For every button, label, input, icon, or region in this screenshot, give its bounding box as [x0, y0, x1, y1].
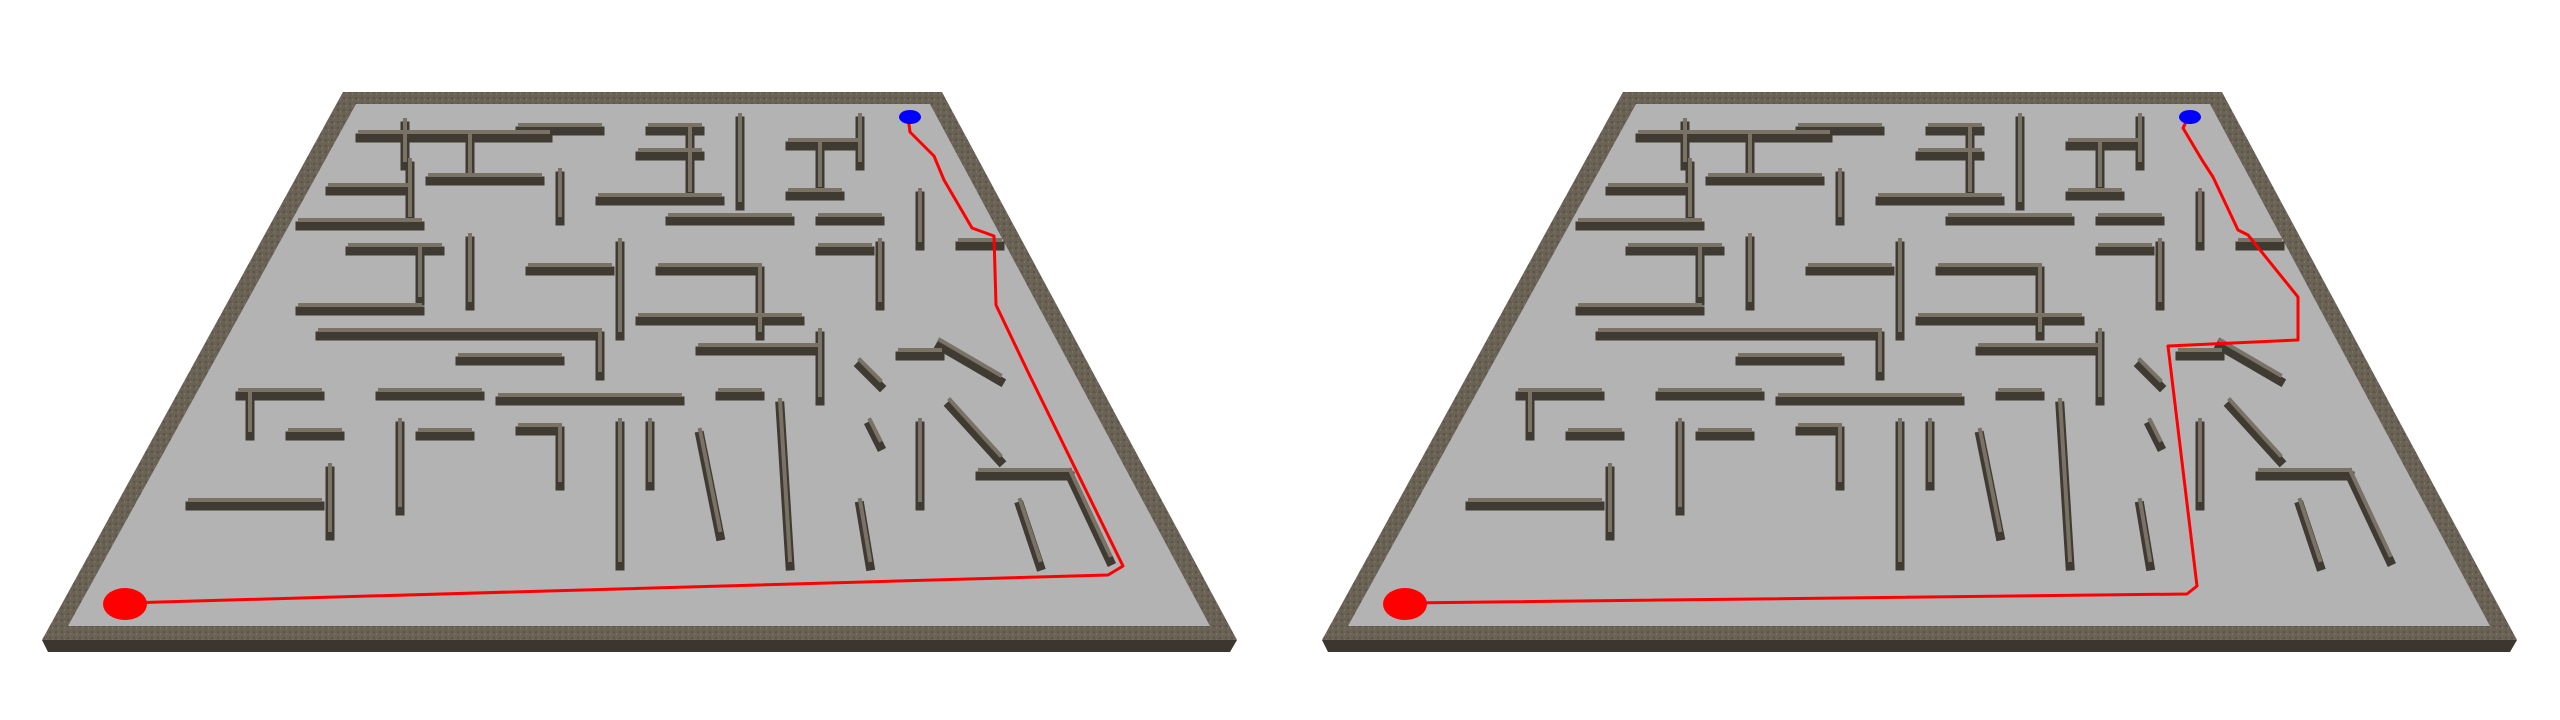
maze-walls-top: [1468, 113, 2393, 563]
maze-wall-top: [2297, 497, 2323, 563]
maze-wall-top: [2217, 337, 2283, 378]
maze-floor: [1348, 104, 2490, 626]
maze-wall-top: [1017, 497, 1043, 563]
maze-wall-side: [863, 419, 887, 453]
maze-wall-top: [2057, 397, 2073, 563]
maze-wall-top: [1977, 427, 2003, 533]
maze-wall-top: [2137, 357, 2163, 383]
maze-wall-top: [947, 397, 1003, 458]
maze-wall-top: [1067, 467, 1113, 558]
maze-render-right: [1322, 92, 2517, 652]
maze-wall-side: [2143, 419, 2167, 453]
maze-wall-top: [2147, 417, 2163, 443]
maze-wall-side: [1064, 470, 1116, 567]
maze-wall-top: [867, 417, 883, 443]
goal-marker-icon: [2179, 110, 2201, 124]
board-frame-front: [42, 640, 1237, 652]
maze-wall-top: [857, 497, 873, 563]
maze-wall-top: [777, 397, 793, 563]
maze-floor: [68, 104, 1210, 626]
maze-wall-side: [853, 359, 887, 393]
maze-wall-side: [933, 339, 1007, 388]
maze-walls-top: [188, 113, 1113, 563]
maze-wall-side: [2133, 359, 2167, 393]
solution-path: [124, 116, 1125, 605]
goal-marker-icon: [899, 110, 921, 124]
start-marker-icon: [1383, 588, 1427, 620]
maze-wall-top: [857, 357, 883, 383]
maze-wall-top: [2227, 397, 2283, 458]
maze-wall-side: [2223, 399, 2287, 468]
solution-path: [1404, 117, 2300, 605]
maze-wall-top: [937, 337, 1003, 378]
maze-wall-side: [2213, 339, 2287, 388]
maze-wall-side: [2344, 470, 2396, 567]
start-marker-icon: [103, 588, 147, 620]
board-frame-front: [1322, 640, 2517, 652]
maze-wall-top: [697, 427, 723, 533]
maze-wall-top: [2137, 497, 2153, 563]
maze-wall-top: [2347, 467, 2393, 558]
maze-scene-right: [1280, 0, 2560, 720]
maze-wall-side: [943, 399, 1007, 468]
maze-render-left: [42, 92, 1237, 652]
maze-scene-left: [42, 92, 1237, 652]
